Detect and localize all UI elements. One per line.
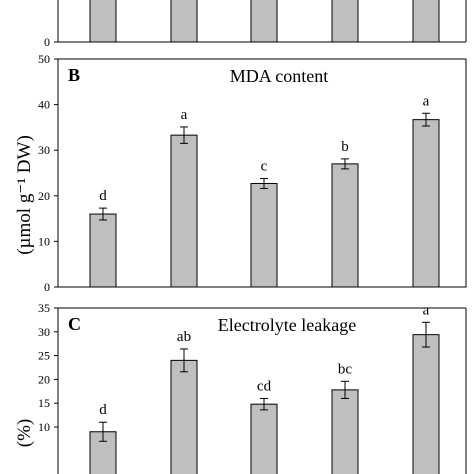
- panel-b-bar: [170, 134, 198, 288]
- panel-c-y-axis-label: (%): [14, 419, 35, 447]
- panel-b-y-tick-label: 20: [38, 189, 50, 203]
- panel-b-y-tick-label: 40: [38, 98, 50, 112]
- panel-b-y-tick-label: 30: [38, 143, 50, 157]
- panel-b-y-axis-label: (µmol g⁻¹ DW): [14, 135, 35, 255]
- panel-c-bar: [331, 389, 359, 474]
- panel-b-y-tick-label: 50: [38, 52, 50, 66]
- panel-b-y-tick-label: 0: [44, 280, 50, 294]
- panel-b-bar: [331, 163, 359, 288]
- panel-a-bar: [412, 0, 440, 43]
- panel-b-significance-letter: d: [99, 188, 107, 204]
- panel-c-electrolyte-leakage: C Electrolyte leakage (%) 10 15 20 25 30 35 d a…: [14, 301, 467, 474]
- panel-a-y-tick-label: 0: [44, 35, 50, 49]
- panel-b-mda-content: B MDA content (µmol g⁻¹ DW) 0 10 20 30 40 50 d…: [14, 52, 467, 294]
- panel-c-significance-letter: a: [423, 302, 430, 318]
- panel-b-significance-letter: a: [181, 107, 188, 123]
- panel-c-bar: [250, 403, 278, 474]
- panel-c-bar: [412, 334, 440, 474]
- panel-c-y-tick-label: 10: [38, 420, 50, 434]
- panel-a-partial: 0: [44, 0, 467, 49]
- panel-c-y-tick-label: 20: [38, 372, 50, 386]
- panel-b-bar: [412, 119, 440, 288]
- panel-b-title: MDA content: [230, 66, 329, 86]
- panel-c-significance-letter: d: [99, 402, 107, 418]
- panel-a-bar: [89, 0, 117, 43]
- panel-c-title: Electrolyte leakage: [218, 315, 356, 335]
- panel-c-significance-letter: bc: [338, 361, 353, 377]
- panel-c-significance-letter: cd: [257, 378, 272, 394]
- panel-b-significance-letter: b: [341, 139, 349, 155]
- panel-b-id: B: [68, 65, 80, 85]
- panel-b-bar: [89, 213, 117, 288]
- panel-a-bar: [250, 0, 278, 43]
- panel-c-y-tick-label: 35: [38, 301, 50, 315]
- panel-c-y-tick-label: 25: [38, 349, 50, 363]
- panel-b-y-tick-label: 10: [38, 234, 50, 248]
- panel-c-y-tick-label: 30: [38, 325, 50, 339]
- panel-b-significance-letter: c: [261, 158, 268, 174]
- panel-a-bar: [331, 0, 359, 43]
- panel-b-significance-letter: a: [423, 93, 430, 109]
- panel-c-y-tick-label: 15: [38, 396, 50, 410]
- panel-c-significance-letter: ab: [177, 329, 191, 345]
- panel-a-bar: [170, 0, 198, 43]
- panel-b-bar: [250, 182, 278, 288]
- panel-c-id: C: [68, 314, 81, 334]
- panel-c-bar: [170, 359, 198, 474]
